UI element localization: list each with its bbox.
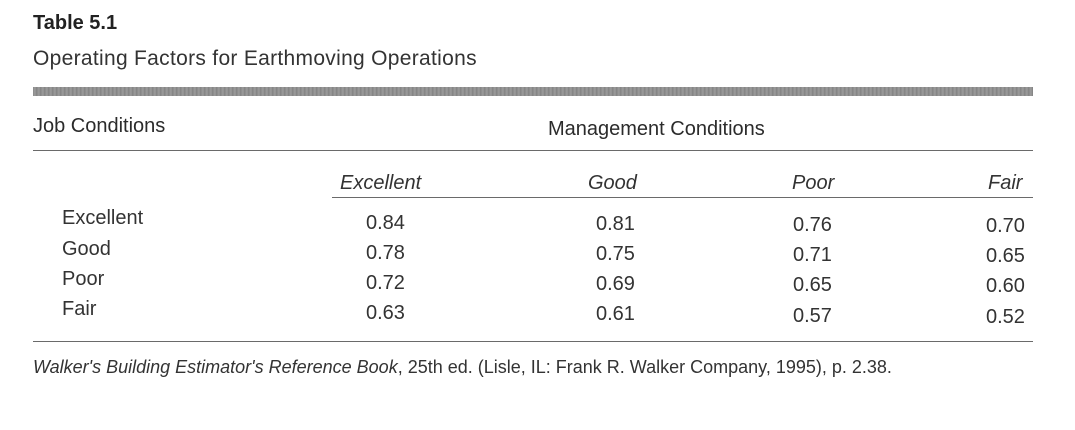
column-header-fair: Fair (988, 172, 1023, 194)
table-cell: 0.65 (986, 245, 1025, 267)
table-cell: 0.69 (596, 273, 635, 295)
header-rule (33, 150, 1033, 151)
table-title: Operating Factors for Earthmoving Operat… (33, 47, 477, 70)
column-group-header-management-conditions: Management Conditions (548, 118, 765, 140)
table-cell: 0.65 (793, 274, 832, 296)
column-header-good: Good (588, 172, 637, 194)
table-cell: 0.78 (366, 242, 405, 264)
column-header-poor: Poor (792, 172, 835, 194)
table-cell: 0.84 (366, 212, 405, 234)
source-note: Walker's Building Estimator's Reference … (33, 354, 1023, 380)
table-cell: 0.71 (793, 244, 832, 266)
table-cell: 0.63 (366, 302, 405, 324)
table-cell: 0.52 (986, 306, 1025, 328)
column-header-rule (332, 197, 1033, 198)
table-bottom-rule (33, 341, 1033, 342)
table-cell: 0.60 (986, 275, 1025, 297)
top-thick-rule (33, 87, 1033, 96)
row-label-poor: Poor (62, 268, 105, 290)
table-cell: 0.81 (596, 213, 635, 235)
table-cell: 0.75 (596, 243, 635, 265)
table-label: Table 5.1 (33, 12, 118, 34)
source-details: , 25th ed. (Lisle, IL: Frank R. Walker C… (397, 357, 892, 377)
source-book-title: Walker's Building Estimator's Reference … (33, 357, 398, 377)
row-label-fair: Fair (62, 298, 97, 320)
table-cell: 0.57 (793, 305, 832, 327)
table-cell: 0.61 (596, 303, 635, 325)
row-label-good: Good (62, 238, 111, 260)
column-header-excellent: Excellent (340, 172, 422, 194)
table-cell: 0.72 (366, 272, 405, 294)
row-header-job-conditions: Job Conditions (33, 115, 166, 137)
table-cell: 0.76 (793, 214, 832, 236)
row-label-excellent: Excellent (62, 207, 144, 229)
table-cell: 0.70 (986, 215, 1025, 237)
